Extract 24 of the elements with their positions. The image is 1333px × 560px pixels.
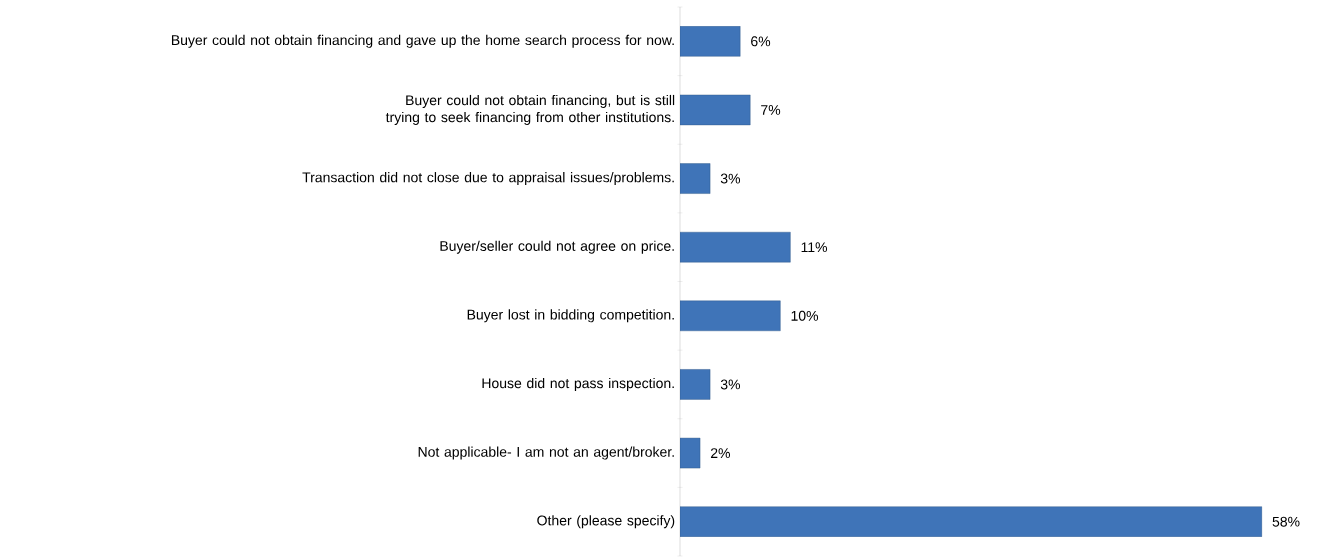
bar xyxy=(680,163,711,194)
y-tick-label: House did not pass inspection. xyxy=(482,377,674,391)
data-label: 10% xyxy=(791,310,819,321)
data-label: 11% xyxy=(801,242,828,253)
y-tick-label: Buyer could not obtain financing, but is still trying to seek financing from other institutions. xyxy=(385,94,675,125)
bar xyxy=(680,369,711,400)
data-label: 58% xyxy=(1272,516,1300,527)
y-tick-label: Buyer lost in bidding competition. xyxy=(467,309,674,323)
y-tick-label: Not applicable- I am not an agent/broker. xyxy=(418,446,674,460)
bar xyxy=(680,26,741,57)
y-tick-label: Buyer could not obtain financing and gave up the home search process for now. xyxy=(171,34,674,48)
y-tick-label: Other (please specify) xyxy=(537,515,675,529)
bar xyxy=(680,94,751,126)
data-label: 6% xyxy=(751,36,771,47)
data-label: 7% xyxy=(761,105,781,115)
bar xyxy=(680,231,791,263)
bar xyxy=(680,437,701,469)
data-label: 2% xyxy=(710,448,730,458)
data-label: 3% xyxy=(720,379,741,390)
y-tick-label: Transaction did not close due to appraisal issues/problems. xyxy=(302,172,674,186)
bar xyxy=(680,300,781,332)
data-label: 3% xyxy=(720,173,741,184)
y-tick-label: Buyer/seller could not agree on price. xyxy=(440,240,674,254)
bar xyxy=(680,506,1263,537)
